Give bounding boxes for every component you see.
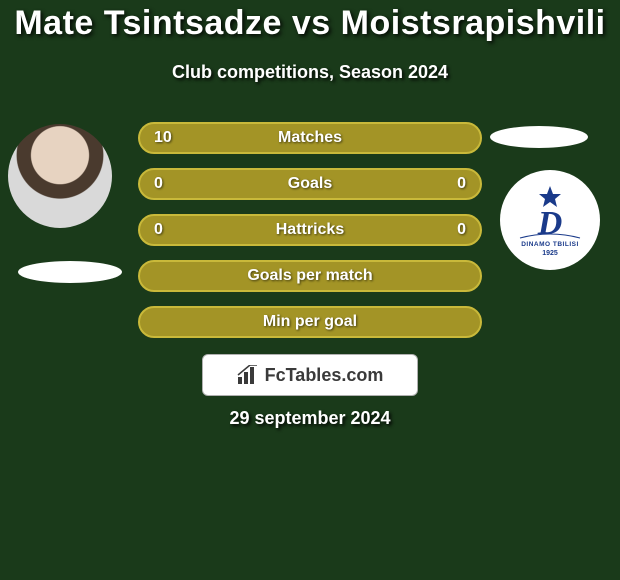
player-right-club-badge (490, 126, 588, 148)
dinamo-logo-icon: D DINAMO TBILISI 1925 (510, 180, 590, 260)
stat-label: Hattricks (140, 221, 480, 239)
comparison-card: Mate Tsintsadze vs Moistsrapishvili Club… (0, 0, 620, 580)
player-left-avatar (8, 124, 112, 228)
subtitle: Club competitions, Season 2024 (0, 62, 620, 83)
svg-text:D: D (537, 205, 563, 242)
stat-row-goals: 0 Goals 0 (138, 168, 482, 200)
stat-label: Matches (140, 129, 480, 147)
stat-row-matches: 10 Matches (138, 122, 482, 154)
stat-row-goals-per-match: Goals per match (138, 260, 482, 292)
date-text: 29 september 2024 (0, 408, 620, 429)
brand-box[interactable]: FcTables.com (202, 354, 418, 396)
stat-label: Goals per match (140, 267, 480, 285)
stat-rows: 10 Matches 0 Goals 0 0 Hattricks 0 Goals… (138, 122, 482, 352)
title: Mate Tsintsadze vs Moistsrapishvili (0, 4, 620, 43)
brand-text: FcTables.com (265, 365, 384, 386)
stat-row-hattricks: 0 Hattricks 0 (138, 214, 482, 246)
stat-row-min-per-goal: Min per goal (138, 306, 482, 338)
svg-text:1925: 1925 (542, 250, 558, 257)
bar-chart-icon (237, 365, 259, 385)
player-right-club-logo: D DINAMO TBILISI 1925 (500, 170, 600, 270)
player-left-club-badge (18, 261, 122, 283)
stat-label: Min per goal (140, 313, 480, 331)
stat-label: Goals (140, 175, 480, 193)
dinamo-text: DINAMO TBILISI (521, 241, 579, 248)
